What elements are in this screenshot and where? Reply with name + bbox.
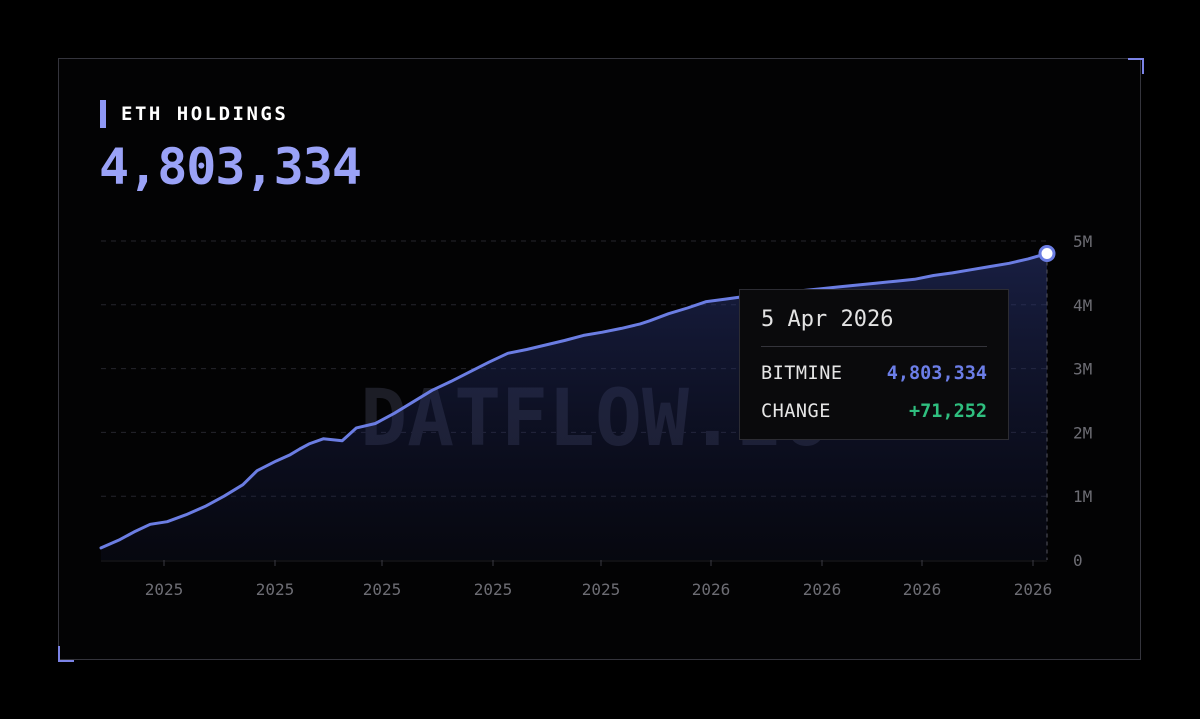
tooltip-change-value: +71,252: [909, 401, 987, 422]
chart-header: ETH HOLDINGS: [100, 100, 288, 128]
x-tick-label: 2025: [256, 580, 295, 599]
tooltip-row-change: CHANGE +71,252: [761, 393, 987, 431]
chart-tooltip: 5 Apr 2026 BITMINE 4,803,334 CHANGE +71,…: [739, 289, 1009, 440]
corner-bracket-top-right: [1128, 58, 1144, 74]
x-tick-label: 2026: [803, 580, 842, 599]
corner-bracket-bottom-left: [58, 646, 74, 662]
y-tick-label: 0: [1073, 551, 1083, 570]
x-tick-label: 2026: [1014, 580, 1053, 599]
tooltip-row-series: BITMINE 4,803,334: [761, 355, 987, 393]
x-tick-label: 2026: [903, 580, 942, 599]
x-tick-label: 2025: [145, 580, 184, 599]
series-line-bitmine: [99, 252, 1049, 550]
chart-title: ETH HOLDINGS: [121, 103, 289, 125]
x-axis: 2025 2025 2025 2025 2025 2026 2026 2026 2026: [145, 560, 1053, 599]
y-tick-label: 5M: [1073, 232, 1092, 251]
y-tick-label: 3M: [1073, 360, 1092, 379]
x-tick-label: 2026: [692, 580, 731, 599]
tooltip-divider: [761, 346, 987, 347]
y-tick-label: 2M: [1073, 423, 1092, 442]
x-tick-label: 2025: [582, 580, 621, 599]
current-holdings-value: 4,803,334: [99, 138, 362, 196]
x-tick-label: 2025: [363, 580, 402, 599]
tooltip-change-label: CHANGE: [761, 401, 831, 422]
title-accent-bar: [100, 100, 106, 128]
x-tick-label: 2025: [474, 580, 513, 599]
last-point-marker[interactable]: [1038, 245, 1056, 263]
tooltip-series-label: BITMINE: [761, 363, 843, 384]
y-tick-label: 4M: [1073, 296, 1092, 315]
y-tick-label: 1M: [1073, 487, 1092, 506]
tooltip-series-value: 4,803,334: [886, 363, 987, 384]
tooltip-date: 5 Apr 2026: [761, 307, 894, 332]
y-axis: 0 1M 2M 3M 4M 5M: [1073, 232, 1092, 570]
